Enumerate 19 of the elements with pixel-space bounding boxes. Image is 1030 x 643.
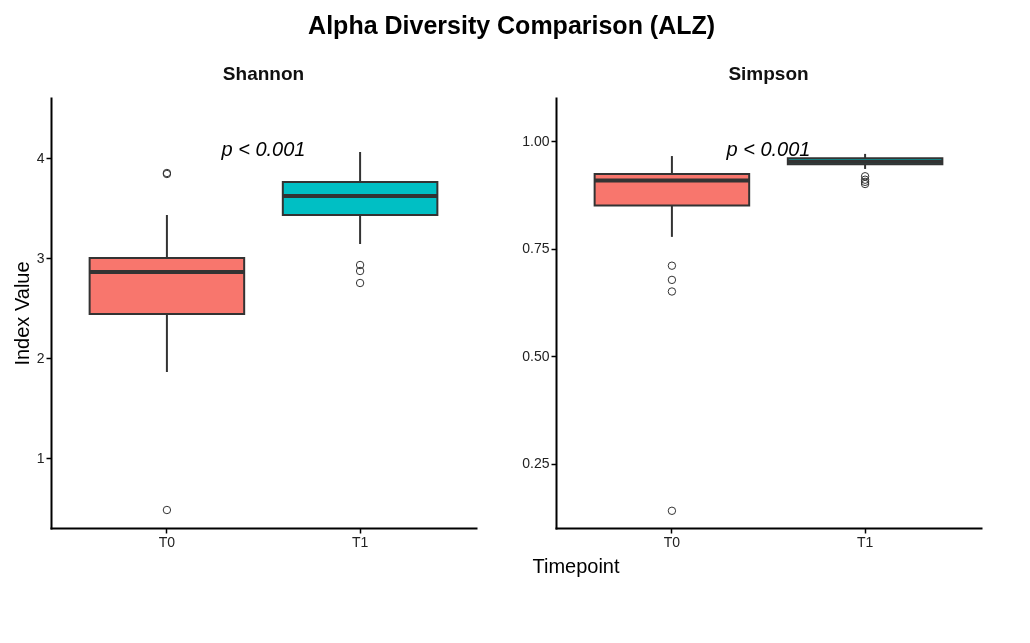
x-tick-label: T0: [158, 533, 176, 550]
annotation: p < 0.001: [220, 138, 306, 160]
y-tick-label: 2: [36, 349, 45, 366]
text: Timepoint: [532, 555, 620, 577]
x-tick-label: T1: [856, 533, 874, 550]
chart-title: Simpson: [728, 63, 809, 84]
y-tick-label: 0.25: [522, 455, 550, 471]
text: Alpha Diversity Comparison (ALZ): [308, 11, 716, 39]
annotation: p < 0.001: [725, 138, 811, 160]
y-axis-title: Index Value: [10, 261, 33, 366]
y-tick-label: 1.00: [522, 132, 550, 149]
chart-title: Shannon: [222, 63, 305, 84]
y-tick-label: 0.50: [522, 347, 550, 364]
y-tick-label: 3: [36, 249, 45, 266]
x-tick-label: T0: [663, 533, 681, 550]
y-tick-label: 0.75: [522, 240, 550, 256]
y-tick-label: 1: [36, 449, 45, 466]
y-tick-label: 4: [36, 149, 45, 166]
x-tick-label: T1: [351, 533, 369, 550]
